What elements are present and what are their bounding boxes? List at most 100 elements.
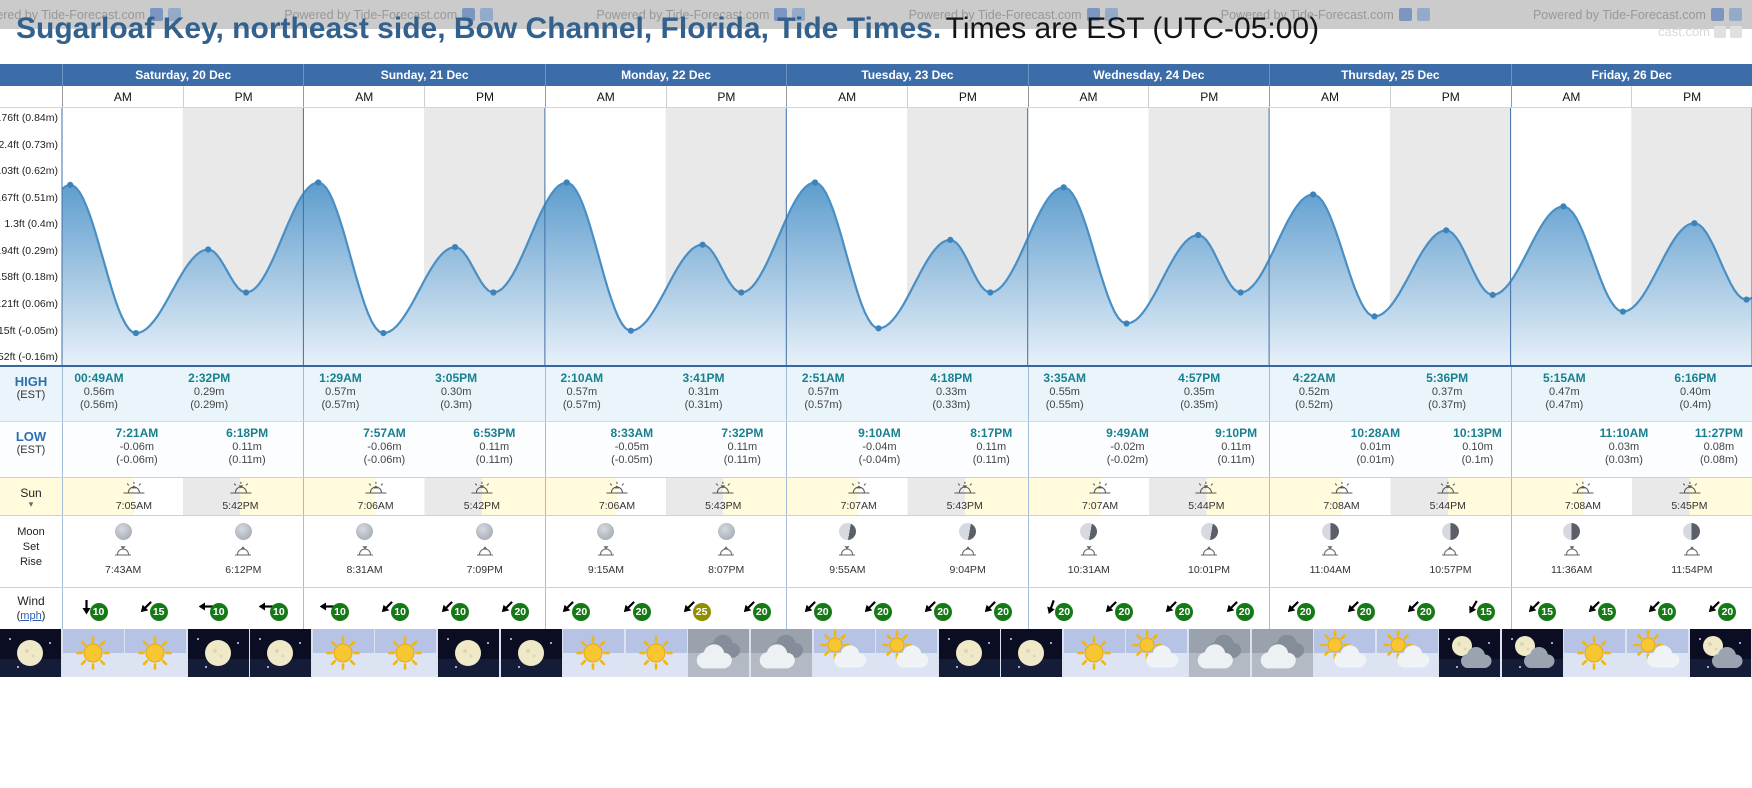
sunrise-entry: 7:06AM	[599, 481, 635, 513]
wind-cell: 20	[1209, 588, 1269, 629]
wind-direction-arrow-icon	[1587, 598, 1602, 620]
wind-day-cell: 20 20 20 20	[786, 588, 1027, 629]
share-icon[interactable]	[1086, 8, 1100, 21]
est-label: (EST)	[16, 389, 46, 401]
weather-icon-moon-cloud	[1501, 629, 1565, 677]
wind-cell: 20	[485, 588, 545, 629]
tide-height-m2: (0.56m)	[80, 399, 118, 411]
moonset-entry: 9:55AM	[787, 516, 907, 587]
weather-icon-clouds	[750, 629, 814, 677]
wind-cell: 20	[787, 588, 847, 629]
moon-phase-icon	[476, 523, 494, 540]
powered-by-link[interactable]: Powered by Tide-Forecast.com	[284, 7, 458, 22]
low-tide-entry: 7:32PM 0.11m (0.11m)	[721, 426, 763, 468]
moon-label-text: Moon	[17, 526, 45, 538]
share-icon[interactable]	[150, 8, 163, 21]
share-icon[interactable]	[168, 8, 181, 21]
y-axis-label: 2.03ft (0.62m)	[0, 165, 58, 178]
y-axis-label: 0.94ft (0.29m)	[0, 244, 58, 257]
tide-time: 2:32PM	[188, 371, 231, 385]
wind-cell: 25	[666, 588, 726, 629]
tide-height-m2: (0.11m)	[228, 454, 266, 466]
wind-direction-arrow-icon	[803, 598, 818, 620]
wind-cell: 20	[726, 588, 786, 629]
share-icon[interactable]	[462, 8, 476, 21]
share-icon[interactable]	[1728, 8, 1742, 21]
tide-time: 6:18PM	[226, 426, 269, 440]
low-tide-entry: 6:18PM 0.11m (0.11m)	[226, 426, 269, 468]
share-icon[interactable]	[1710, 8, 1724, 21]
powered-by-link[interactable]: Powered by Tide-Forecast.com	[1220, 7, 1394, 22]
sunset-entry: 5:44PM	[1188, 481, 1224, 513]
high-tide-entry: 3:05PM 0.30m (0.3m)	[435, 371, 477, 413]
share-icon[interactable]	[480, 8, 494, 21]
moon-day-cell: 9:15AM 8:07PM	[544, 516, 786, 587]
wind-speed-badge: 20	[1235, 602, 1254, 621]
share-icon[interactable]	[1104, 8, 1118, 21]
moon-phase-icon	[1321, 523, 1339, 540]
powered-by-link[interactable]: Powered by Tide-Forecast.com	[596, 7, 770, 22]
powered-by-link[interactable]: Powered by Tide-Forecast.com	[0, 7, 145, 22]
sunset-entry: 5:43PM	[947, 481, 983, 513]
sun-day-cell: 7:08AM 5:45PM	[1510, 478, 1752, 515]
y-axis-label: 0.21ft (0.06m)	[0, 297, 58, 310]
sunrise-icon	[1323, 481, 1359, 500]
y-axis-label: 2.4ft (0.73m)	[0, 138, 58, 151]
wind-speed-badge: 20	[1175, 602, 1194, 621]
moonrise-icon	[718, 543, 735, 561]
tide-height-m: 0.01m	[1360, 440, 1391, 453]
sunrise-time: 7:06AM	[357, 500, 394, 512]
sunset-icon	[464, 481, 500, 500]
wind-row-label: Wind (mph)	[0, 588, 62, 629]
wind-direction-arrow-icon	[1286, 598, 1301, 620]
share-icon[interactable]	[1398, 8, 1412, 21]
weather-icon-sun-cloud	[1376, 629, 1440, 677]
moonrise-time: 10:01PM	[1188, 564, 1231, 576]
wind-speed-badge: 20	[934, 602, 953, 621]
moonset-time: 11:36AM	[1551, 564, 1593, 576]
tide-time: 11:27PM	[1694, 426, 1743, 440]
wind-speed-badge: 15	[1476, 602, 1495, 621]
share-icon[interactable]	[774, 8, 788, 21]
tide-time: 2:51AM	[801, 371, 845, 385]
moon-phase-icon	[1080, 523, 1098, 540]
low-day-cell: 9:10AM -0.04m (-0.04m) 8:17PM 0.11m (0.11m)	[786, 422, 1027, 477]
low-day-cell: 9:49AM -0.02m (-0.02m) 9:10PM 0.11m (0.11m)	[1027, 422, 1269, 477]
weather-icon-sun	[312, 629, 376, 677]
tide-time: 4:18PM	[930, 371, 973, 385]
low-day-cell: 7:21AM -0.06m (-0.06m) 6:18PM 0.11m (0.11m)	[62, 422, 303, 477]
moonrise-entry: 10:57PM	[1390, 516, 1510, 587]
moonrise-entry: 7:09PM	[425, 516, 545, 587]
high-day-cell: 2:51AM 0.57m (0.57m) 4:18PM 0.33m (0.33m)	[786, 367, 1027, 421]
paren: )	[41, 610, 46, 622]
wind-speed-badge: 20	[572, 602, 591, 621]
y-axis-label: 1.67ft (0.51m)	[0, 191, 58, 204]
y-axis-label: 2.76ft (0.84m)	[0, 112, 58, 124]
sunrise-icon	[1565, 481, 1601, 500]
mph-unit-link[interactable]: mph	[20, 610, 42, 622]
powered-by-link[interactable]: Powered by Tide-Forecast.com	[908, 7, 1082, 22]
wind-speed-badge: 10	[1658, 602, 1677, 621]
moonset-icon	[1563, 543, 1580, 561]
moonrise-icon	[1201, 543, 1218, 561]
moonset-time: 11:04AM	[1309, 564, 1351, 576]
moon-phase-icon	[597, 523, 615, 540]
moonset-icon	[1322, 543, 1339, 561]
powered-by-link[interactable]: Powered by Tide-Forecast.com	[1532, 7, 1706, 22]
weather-icon-clouds	[688, 629, 751, 677]
wind-direction-arrow-icon	[561, 598, 576, 620]
sunset-time: 5:42PM	[463, 500, 500, 512]
moon-day-cell: 10:31AM 10:01PM	[1027, 516, 1269, 587]
wind-speed-badge: 25	[692, 602, 711, 621]
day-header: Monday, 22 Dec	[544, 64, 786, 86]
wind-speed-badge: 10	[391, 602, 410, 621]
low-tide-entry: 9:49AM -0.02m (-0.02m)	[1106, 426, 1149, 468]
wind-speed-badge: 20	[813, 602, 832, 621]
wind-cell: 10	[243, 588, 303, 629]
wind-cell: 10	[1632, 588, 1692, 629]
low-tide-entry: 9:10PM 0.11m (0.11m)	[1215, 426, 1257, 468]
wind-speed-badge: 10	[330, 602, 349, 621]
wind-speed-badge: 20	[511, 602, 530, 621]
share-icon[interactable]	[1416, 8, 1430, 21]
share-icon[interactable]	[792, 8, 806, 21]
